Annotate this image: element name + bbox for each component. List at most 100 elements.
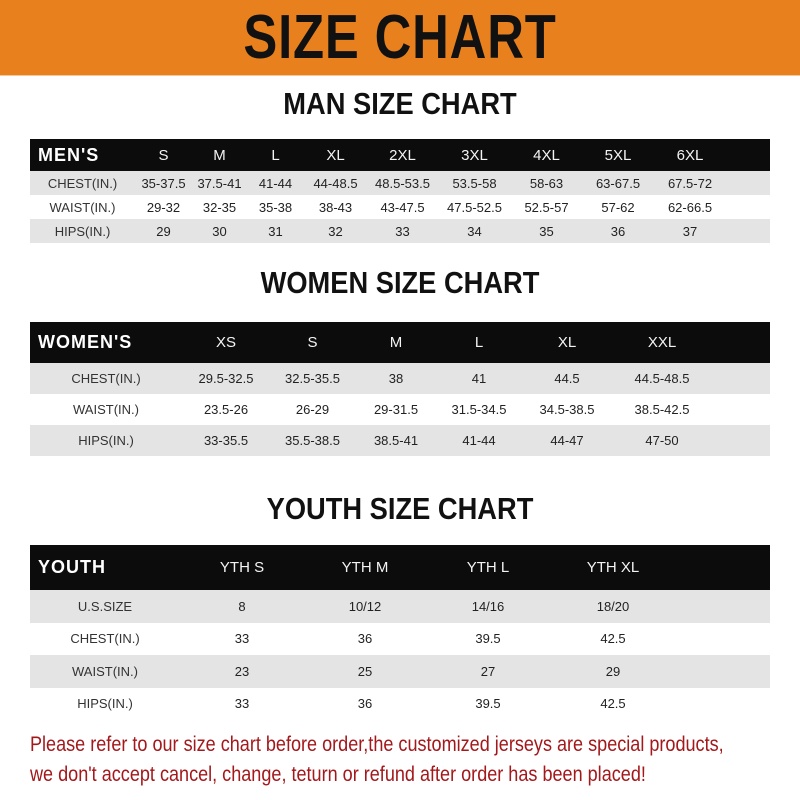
table-cell: 30 <box>212 223 227 239</box>
table-header-row: WOMEN'S XS S M L XL XXL <box>30 322 770 363</box>
measurement-label: CHEST(IN.) <box>30 631 180 646</box>
table-row: CHEST(IN.) 29.5-32.5 32.5-35.5 38 41 44.5 44.5… <box>30 363 770 394</box>
table-cell: 29-31.5 <box>373 402 419 417</box>
size-column-header: 2XL <box>389 146 416 164</box>
size-column-header: L <box>271 146 280 164</box>
disclaimer-line-1: Please refer to our size chart before or… <box>30 733 724 756</box>
measurement-label: CHEST(IN.) <box>30 176 135 191</box>
table-cell: 44.5-48.5 <box>634 371 690 386</box>
measurement-label: U.S.SIZE <box>30 599 180 614</box>
table-row: WAIST(IN.) 29-32 32-35 35-38 38-43 43-47.5 47.… <box>30 195 770 219</box>
measurement-label: WAIST(IN.) <box>30 402 182 417</box>
table-cell: 58-63 <box>529 175 564 191</box>
table-cell: 31.5-34.5 <box>451 402 507 417</box>
table-cell: 44-48.5 <box>313 175 358 191</box>
page-title: SIZE CHART <box>243 3 557 72</box>
table-cell: 8 <box>238 598 246 614</box>
table-cell: 57-62 <box>601 199 635 215</box>
table-cell: 32-35 <box>202 199 237 215</box>
size-column-header: S <box>158 146 169 164</box>
measurement-label-text: HIPS(IN.) <box>77 696 133 712</box>
table-cell: 33-35.5 <box>203 433 249 448</box>
table-cell: 42.5 <box>600 696 626 712</box>
measurement-label-text: HIPS(IN.) <box>78 433 134 448</box>
measurement-label-text: CHEST(IN.) <box>70 631 140 647</box>
measurement-label-text: CHEST(IN.) <box>47 175 118 191</box>
table-cell: 32.5-35.5 <box>285 371 340 386</box>
table-cell: 29 <box>156 223 171 239</box>
table-cell: 41-44 <box>462 433 496 448</box>
youth-section-title: YOUTH SIZE CHART <box>266 491 534 526</box>
table-cell: 39.5 <box>475 696 501 712</box>
table-cell: 41-44 <box>258 175 293 191</box>
table-cell: 35 <box>539 223 554 239</box>
size-column-header: XL <box>557 334 577 351</box>
table-category-label: WOMEN'S <box>38 332 133 352</box>
table-cell: 25 <box>357 663 373 679</box>
table-cell: 36 <box>610 223 626 239</box>
size-column-header: XXL <box>647 334 677 351</box>
size-column-header: YTH S <box>219 559 265 576</box>
table-cell: 37.5-41 <box>197 175 242 191</box>
measurement-label-text: U.S.SIZE <box>77 598 133 614</box>
table-cell: 38 <box>388 371 404 386</box>
table-cell: 34.5-38.5 <box>539 402 595 417</box>
table-cell: 38.5-41 <box>373 433 419 448</box>
women-size-table: WOMEN'S XS S M L XL XXL CHEST(IN.) 29.5-32.5 32.5… <box>30 322 770 456</box>
measurement-label: WAIST(IN.) <box>30 200 135 215</box>
table-cell: 33 <box>395 223 410 239</box>
measurement-label-text: CHEST(IN.) <box>71 371 141 386</box>
measurement-label: HIPS(IN.) <box>30 696 180 711</box>
size-column-header: 6XL <box>676 146 704 164</box>
table-cell: 62-66.5 <box>667 199 713 215</box>
size-column-header: 5XL <box>604 146 632 164</box>
size-column-header: YTH L <box>466 559 510 576</box>
table-cell: 48.5-53.5 <box>375 175 430 191</box>
table-row: WAIST(IN.) 23.5-26 26-29 29-31.5 31.5-34.5 34… <box>30 394 770 425</box>
table-cell: 67.5-72 <box>667 175 713 191</box>
table-category-label: YOUTH <box>38 557 106 577</box>
table-cell: 32 <box>328 223 343 239</box>
table-cell: 23.5-26 <box>203 402 249 417</box>
women-section-title: WOMEN SIZE CHART <box>260 265 540 300</box>
measurement-label: CHEST(IN.) <box>30 371 182 386</box>
table-cell: 35-37.5 <box>141 175 186 191</box>
table-cell: 26-29 <box>295 402 330 417</box>
table-row: WAIST(IN.) 23 25 27 29 <box>30 655 770 688</box>
disclaimer-line-2: we don't accept cancel, change, teturn o… <box>30 763 646 786</box>
table-cell: 33 <box>234 631 250 647</box>
title-banner: SIZE CHART <box>0 0 800 76</box>
table-header-row: YOUTH YTH S YTH M YTH L YTH XL <box>30 545 770 590</box>
table-cell: 39.5 <box>475 631 501 647</box>
table-cell: 29 <box>605 663 621 679</box>
table-cell: 23 <box>234 663 250 679</box>
table-cell: 41 <box>471 371 487 386</box>
table-cell: 38-43 <box>318 199 353 215</box>
size-column-header: 4XL <box>533 146 560 164</box>
table-cell: 43-47.5 <box>380 199 425 215</box>
table-cell: 47.5-52.5 <box>447 199 502 215</box>
table-cell: 42.5 <box>600 631 626 647</box>
measurement-label: WAIST(IN.) <box>30 664 180 679</box>
table-row: CHEST(IN.) 35-37.5 37.5-41 41-44 44-48.5 48.5… <box>30 171 770 195</box>
size-column-header: YTH M <box>341 559 389 576</box>
table-cell: 14/16 <box>471 598 505 614</box>
size-column-header: 3XL <box>461 146 488 164</box>
table-cell: 34 <box>467 223 482 239</box>
table-cell: 29.5-32.5 <box>198 371 254 386</box>
youth-size-table: YOUTH YTH S YTH M YTH L YTH XL U.S.SIZE 8 10/12… <box>30 545 770 720</box>
size-column-header: XS <box>215 334 236 351</box>
table-row: CHEST(IN.) 33 36 39.5 42.5 <box>30 622 770 655</box>
table-cell: 31 <box>268 223 283 239</box>
table-cell: 18/20 <box>596 598 630 614</box>
size-column-header: M <box>213 146 226 164</box>
measurement-label-text: HIPS(IN.) <box>54 223 111 239</box>
size-column-header: S <box>307 334 318 351</box>
table-cell: 29-32 <box>146 199 181 215</box>
size-column-header: YTH XL <box>586 559 640 576</box>
size-column-header: L <box>474 334 484 351</box>
table-cell: 53.5-58 <box>452 175 497 191</box>
table-cell: 44.5 <box>554 371 580 386</box>
table-category-label: MEN'S <box>38 144 100 165</box>
table-cell: 47-50 <box>645 433 679 448</box>
